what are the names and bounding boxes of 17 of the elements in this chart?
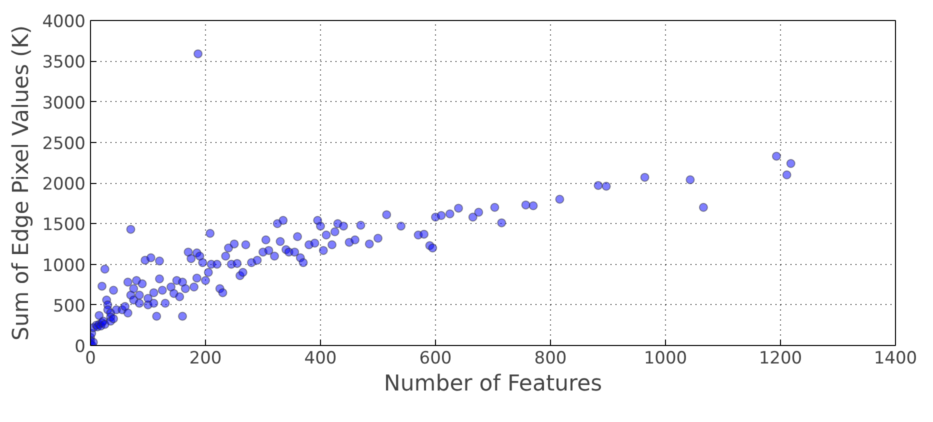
x-tick-label: 200 <box>189 348 222 368</box>
y-tick-label: 1000 <box>42 256 86 276</box>
x-tick-label: 1000 <box>644 348 688 368</box>
y-tick-label: 500 <box>53 296 86 316</box>
x-tick-label: 600 <box>419 348 452 368</box>
y-tick-label: 2000 <box>42 174 86 194</box>
x-axis-title: Number of Features <box>384 372 602 396</box>
x-tick-label: 800 <box>534 348 567 368</box>
x-tick-label: 400 <box>304 348 337 368</box>
y-tick-label: 1500 <box>42 215 86 236</box>
y-axis-title: Sum of Edge Pixel Values (K) <box>9 25 34 341</box>
y-tick-label: 4000 <box>42 12 86 32</box>
y-tick-label: 3500 <box>42 52 86 73</box>
y-tick-label: 3000 <box>42 93 86 114</box>
x-tick-label: 1400 <box>874 348 918 368</box>
y-tick-label: 2500 <box>42 134 86 154</box>
x-tick-label: 1200 <box>758 348 802 368</box>
